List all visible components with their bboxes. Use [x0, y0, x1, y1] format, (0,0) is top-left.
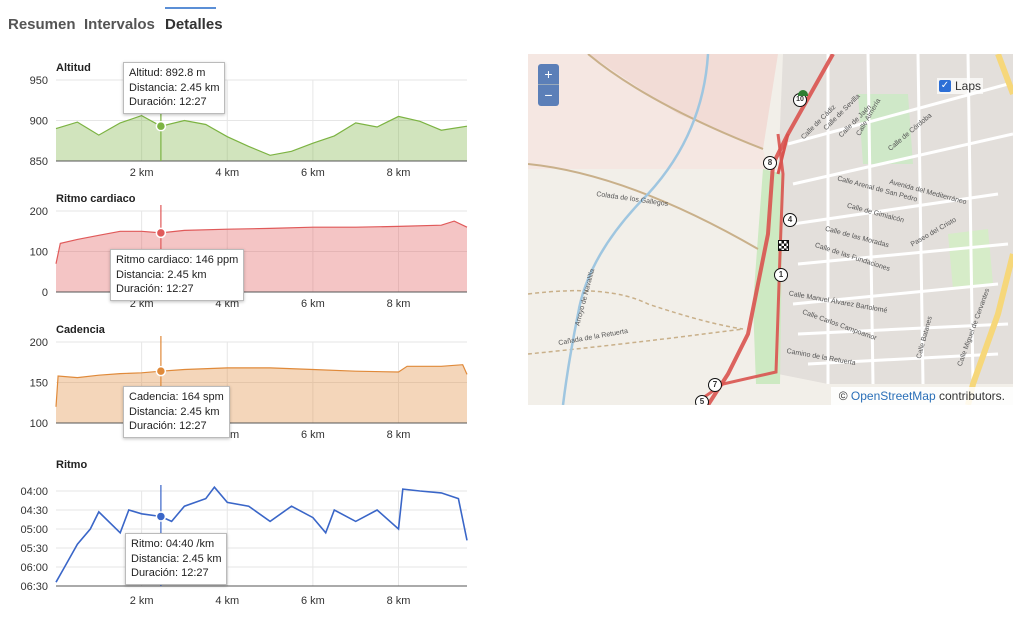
lap-marker[interactable]: 4	[783, 213, 797, 227]
zoom-out-button[interactable]: −	[544, 87, 553, 103]
y-tick-label: 950	[30, 75, 48, 87]
y-tick-label: 05:30	[20, 543, 48, 555]
pace-tooltip: Ritmo: 04:40 /km Distancia: 2.45 km Dura…	[125, 533, 228, 585]
y-tick-label: 0	[42, 287, 48, 299]
tooltip-line: Cadencia: 164 spm	[129, 391, 224, 403]
route-map[interactable]: 10 8 4 1 7 5 Calle de Cádiz Calle de Sev…	[528, 54, 1013, 405]
y-tick-label: 06:30	[20, 581, 48, 593]
x-tick-label: 8 km	[387, 167, 411, 179]
tooltip-line: Distancia: 2.45 km	[116, 268, 207, 281]
series-line	[55, 485, 468, 583]
pace-chart: Ritmo 04:00 04:30 05:00 05:30 06:00 06:30 2 km…	[0, 456, 480, 613]
tooltip-line: Duración: 12:27	[116, 283, 194, 295]
zoom-in-button[interactable]: +	[538, 64, 559, 85]
tooltip-line: Ritmo cardiaco: 146 ppm	[116, 254, 239, 266]
series-line	[55, 220, 468, 264]
attribution-suffix: contributors.	[938, 389, 1005, 403]
x-tick-label: 6 km	[301, 167, 325, 179]
chart-title: Altitud	[56, 62, 91, 74]
map-attribution: © OpenStreetMap contributors.	[830, 387, 1013, 405]
openstreetmap-link[interactable]: OpenStreetMap	[850, 389, 936, 403]
attribution-copyright: ©	[838, 389, 848, 403]
zoom-control: + −	[538, 64, 559, 106]
y-tick-label: 06:00	[20, 562, 48, 574]
x-tick-label: 4 km	[215, 167, 239, 179]
lap-marker[interactable]: 5	[695, 395, 709, 405]
x-tick-label: 4 km	[215, 595, 239, 607]
tooltip-line: Altitud: 892.8 m	[129, 67, 206, 79]
heart-rate-chart: Ritmo cardiaco 200 100 0 2 km 4 km 6 km 8 km R…	[0, 189, 480, 319]
lap-marker[interactable]: 8	[763, 156, 777, 170]
x-tick-label: 8 km	[387, 429, 411, 441]
cadence-tooltip: Cadencia: 164 spm Distancia: 2.45 km Dur…	[123, 386, 230, 438]
tooltip-line: Duración: 12:27	[131, 567, 209, 579]
y-tick-label: 200	[30, 206, 48, 218]
lap-marker[interactable]: 7	[708, 378, 722, 392]
y-tick-label: 900	[30, 116, 48, 128]
tab-resumen[interactable]: Resumen	[8, 16, 76, 33]
y-tick-label: 05:00	[20, 524, 48, 536]
y-tick-label: 04:30	[20, 505, 48, 517]
lap-marker[interactable]: 10	[793, 93, 807, 107]
y-tick-label: 150	[30, 378, 48, 390]
altitude-chart: Altitud 950 900 850 2 km 4 km 6 km 8 km Altitu…	[0, 58, 480, 188]
active-tab-indicator	[165, 7, 216, 9]
finish-flag-icon	[778, 240, 789, 251]
x-tick-label: 6 km	[301, 429, 325, 441]
tooltip-line: Distancia: 2.45 km	[129, 81, 220, 94]
start-marker-icon	[798, 90, 808, 96]
x-tick-label: 6 km	[301, 595, 325, 607]
x-tick-label: 2 km	[130, 298, 154, 310]
heart-rate-tooltip: Ritmo cardiaco: 146 ppm Distancia: 2.45 …	[110, 249, 245, 301]
y-tick-label: 100	[30, 247, 48, 259]
laps-toggle[interactable]: ✓ Laps	[936, 78, 983, 94]
cadence-chart-svg[interactable]: 2001501002 km4 km6 km8 km	[0, 320, 480, 450]
tooltip-line: Duración: 12:27	[129, 420, 207, 432]
hover-point	[155, 365, 167, 377]
tooltip-line: Duración: 12:27	[129, 96, 207, 108]
tooltip-line: Distancia: 2.45 km	[129, 405, 220, 418]
y-tick-label: 04:00	[20, 486, 48, 498]
y-tick-label: 100	[30, 418, 48, 430]
map-canvas[interactable]	[528, 54, 1013, 405]
x-tick-label: 2 km	[130, 167, 154, 179]
chart-title: Cadencia	[56, 324, 105, 336]
x-tick-label: 6 km	[301, 298, 325, 310]
series-line	[55, 114, 468, 156]
x-tick-label: 8 km	[387, 595, 411, 607]
altitude-tooltip: Altitud: 892.8 m Distancia: 2.45 km Dura…	[123, 62, 226, 114]
chart-title: Ritmo cardiaco	[56, 193, 136, 205]
series-line	[55, 364, 468, 407]
laps-label: Laps	[954, 79, 981, 93]
y-tick-label: 200	[30, 337, 48, 349]
cadence-chart: Cadencia 2001501002 km4 km6 km8 km Caden…	[0, 320, 480, 450]
hover-point	[155, 227, 167, 239]
tab-intervalos[interactable]: Intervalos	[84, 16, 155, 33]
series-area	[56, 115, 467, 161]
checkbox-checked-icon[interactable]: ✓	[938, 80, 951, 92]
tooltip-line: Distancia: 2.45 km	[131, 552, 222, 565]
x-tick-label: 4 km	[215, 298, 239, 310]
pace-chart-svg[interactable]: 04:00 04:30 05:00 05:30 06:00 06:30 2 km 4 km 6 …	[0, 456, 480, 613]
x-tick-label: 2 km	[130, 595, 154, 607]
tab-detalles[interactable]: Detalles	[165, 16, 223, 33]
hover-point	[155, 511, 167, 522]
chart-title: Ritmo	[56, 459, 88, 471]
hover-point	[155, 120, 167, 132]
y-tick-label: 850	[30, 156, 48, 168]
altitude-chart-svg[interactable]: 950 900 850 2 km 4 km 6 km 8 km	[0, 58, 480, 188]
tooltip-line: Ritmo: 04:40 /km	[131, 538, 215, 550]
x-tick-label: 8 km	[387, 298, 411, 310]
tab-bar: Resumen Intervalos Detalles	[0, 0, 240, 42]
lap-marker[interactable]: 1	[774, 268, 788, 282]
